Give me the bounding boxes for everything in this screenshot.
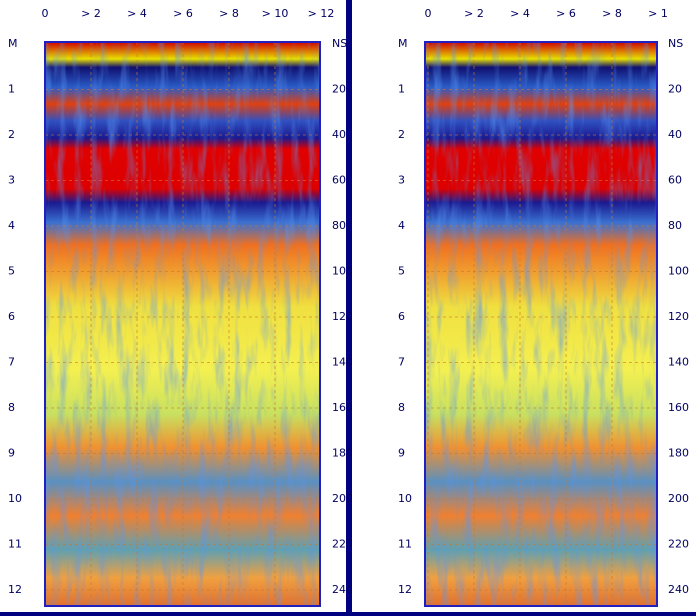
right-label: 240 xyxy=(332,583,353,596)
right-label: 80 xyxy=(332,219,346,232)
right-label: 220 xyxy=(668,538,689,551)
left-label: 5 xyxy=(8,265,15,278)
right-label: 140 xyxy=(668,356,689,369)
left-label: 9 xyxy=(398,447,405,460)
right-label: 20 xyxy=(332,83,346,96)
image-border xyxy=(424,41,658,607)
left-label: 8 xyxy=(8,401,15,414)
left-label: M xyxy=(398,37,408,50)
top-label: > 2 xyxy=(81,7,101,20)
left-label: 1 xyxy=(398,83,405,96)
right-label: 200 xyxy=(668,492,689,505)
left-label: 4 xyxy=(8,219,15,232)
right-label: 40 xyxy=(668,128,682,141)
top-label: > 6 xyxy=(173,7,193,20)
right-label: 120 xyxy=(332,310,353,323)
left-label: 4 xyxy=(398,219,405,232)
right-label: 100 xyxy=(668,265,689,278)
left-label: 8 xyxy=(398,401,405,414)
top-label: > 4 xyxy=(127,7,147,20)
left-label: 2 xyxy=(398,128,405,141)
right-label: 220 xyxy=(332,538,353,551)
left-label: 11 xyxy=(398,538,412,551)
top-label: > 10 xyxy=(262,7,289,20)
left-label: 1 xyxy=(8,83,15,96)
right-label: 200 xyxy=(332,492,353,505)
right-label: 60 xyxy=(332,174,346,187)
right-label: NS xyxy=(332,37,347,50)
left-label: 3 xyxy=(8,174,15,187)
left-label: 12 xyxy=(398,583,412,596)
top-label: > 12 xyxy=(308,7,335,20)
top-label: > 1 xyxy=(648,7,668,20)
left-label: 11 xyxy=(8,538,22,551)
top-label: > 8 xyxy=(219,7,239,20)
top-label: > 2 xyxy=(464,7,484,20)
right-label: 20 xyxy=(668,83,682,96)
panel: 0 > 2 > 4 > 6 > 8 > 10 > 12M123456789101112NS2… xyxy=(0,0,353,612)
right-label: 100 xyxy=(332,265,353,278)
top-label: > 4 xyxy=(510,7,530,20)
left-label: 10 xyxy=(398,492,412,505)
top-label: 0 xyxy=(42,7,49,20)
left-label: 10 xyxy=(8,492,22,505)
left-label: 9 xyxy=(8,447,15,460)
left-label: 5 xyxy=(398,265,405,278)
right-label: 140 xyxy=(332,356,353,369)
radargram-texture xyxy=(425,42,657,606)
left-label: 6 xyxy=(8,310,15,323)
right-label: 180 xyxy=(332,447,353,460)
left-label: 7 xyxy=(398,356,405,369)
right-label: 240 xyxy=(668,583,689,596)
right-label: 180 xyxy=(668,447,689,460)
radargram-texture xyxy=(45,42,320,606)
left-label: M xyxy=(8,37,18,50)
right-label: 40 xyxy=(332,128,346,141)
top-label: > 8 xyxy=(602,7,622,20)
left-label: 3 xyxy=(398,174,405,187)
right-label: 120 xyxy=(668,310,689,323)
right-label: 160 xyxy=(668,401,689,414)
left-label: 2 xyxy=(8,128,15,141)
left-label: 7 xyxy=(8,356,15,369)
left-label: 12 xyxy=(8,583,22,596)
left-label: 6 xyxy=(398,310,405,323)
top-label: > 6 xyxy=(556,7,576,20)
right-label: 60 xyxy=(668,174,682,187)
right-label: 80 xyxy=(668,219,682,232)
panel: 0 > 2 > 4 > 6 > 8 > 1M123456789101112NS204060… xyxy=(352,0,696,612)
top-label: 0 xyxy=(425,7,432,20)
right-label: 160 xyxy=(332,401,353,414)
image-border xyxy=(44,41,321,607)
right-label: NS xyxy=(668,37,683,50)
